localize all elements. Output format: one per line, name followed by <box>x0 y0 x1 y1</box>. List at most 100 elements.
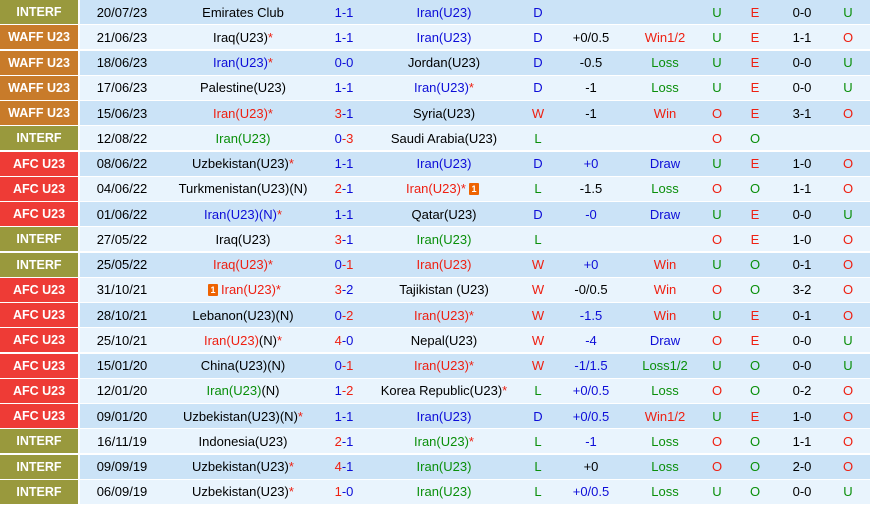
home-team-name[interactable]: Uzbekistan(U23) <box>192 484 289 500</box>
away-team-name[interactable]: * <box>468 358 474 373</box>
away-team: Jordan(U23) <box>366 50 522 75</box>
fulltime-score[interactable]: 4 -0 <box>322 328 366 353</box>
ht-over-under-letter: O <box>826 277 870 302</box>
home-team-name[interactable]: Iran(U23) <box>215 130 271 146</box>
away-team-name[interactable]: Iran(U23) <box>414 358 469 373</box>
over-under-letter-text: O <box>711 433 723 449</box>
away-team-name[interactable]: Iran(U23) <box>416 459 472 474</box>
ht-over-under-letter: O <box>826 429 870 454</box>
away-team-name[interactable]: Jordan(U23) <box>407 55 481 70</box>
home-team-name[interactable]: Iran(U23) <box>213 55 268 70</box>
away-team-name[interactable]: Saudi Arabia(U23) <box>390 130 498 146</box>
home-team-name[interactable]: Iran(U23) <box>206 383 262 399</box>
home-team-name[interactable]: (N) <box>261 383 280 399</box>
home-team-name[interactable]: * <box>267 257 273 272</box>
away-team-name[interactable]: * <box>468 433 474 449</box>
home-team-name[interactable]: * <box>267 55 273 70</box>
home-team-name[interactable]: * <box>288 484 294 500</box>
competition-label: AFC U23 <box>12 358 66 373</box>
away-team-name[interactable]: * <box>468 80 474 96</box>
handicap-value: -1 <box>554 429 628 454</box>
fulltime-score-part: 0 <box>334 55 342 70</box>
fulltime-score[interactable]: 1 -1 <box>322 202 366 226</box>
fulltime-score[interactable]: 0 -1 <box>322 252 366 277</box>
fulltime-score[interactable]: 4 -1 <box>322 454 366 479</box>
fulltime-score[interactable]: 1 -2 <box>322 378 366 403</box>
away-team-name[interactable]: Iran(U23) <box>416 257 472 272</box>
home-team-name[interactable]: China(U23)(N) <box>200 358 286 373</box>
fulltime-score[interactable]: 1 -1 <box>322 404 366 428</box>
fulltime-score[interactable]: 1 -0 <box>322 479 366 504</box>
odd-even-letter-text: O <box>749 282 761 298</box>
fulltime-score[interactable]: 1 -1 <box>322 75 366 100</box>
home-team-name[interactable]: Iran(U23) <box>203 332 259 348</box>
home-team-name[interactable]: * <box>275 282 281 298</box>
match-date-text: 09/01/20 <box>96 408 148 424</box>
home-team-name[interactable]: * <box>288 459 294 474</box>
home-team-name[interactable]: Uzbekistan(U23) <box>192 156 289 171</box>
away-team: Iran(U23) <box>366 151 522 176</box>
home-team-name[interactable]: Uzbekistan(U23)(N) <box>183 408 298 424</box>
home-team-name[interactable]: Iran(U23) <box>221 282 276 298</box>
away-team-name[interactable]: Iran(U23) <box>416 156 472 171</box>
match-row: AFC U23 08/06/22 Uzbekistan(U23) * 1 -1 Iran(U… <box>0 151 870 176</box>
home-team-name[interactable]: Iran(U23)(N) <box>203 206 277 222</box>
away-team-name[interactable]: Iran(U23) <box>414 80 469 96</box>
away-team-name[interactable]: Iran(U23) <box>416 231 472 247</box>
home-team-name[interactable]: Iraq(U23) <box>213 29 268 45</box>
away-team-name[interactable]: * <box>468 307 474 323</box>
match-row: WAFF U23 15/06/23 Iran(U23) * 3 -1 Syria(U23) W… <box>0 101 870 125</box>
home-team-name[interactable]: * <box>288 156 294 171</box>
away-team-name[interactable]: Iran(U23) <box>416 408 472 424</box>
away-team-name[interactable]: Iran(U23) <box>414 307 469 323</box>
fulltime-score[interactable]: 0 -2 <box>322 303 366 327</box>
away-team-name[interactable]: Iran(U23) <box>406 181 461 197</box>
fulltime-score[interactable]: 0 -0 <box>322 50 366 75</box>
away-team-name[interactable]: Iran(U23) <box>416 4 472 20</box>
home-team-name[interactable]: Turkmenistan(U23)(N) <box>178 181 308 197</box>
home-team-name[interactable]: * <box>276 206 283 222</box>
fulltime-score[interactable]: 2 -1 <box>322 176 366 201</box>
away-team-name[interactable]: Korea Republic(U23) <box>380 383 503 399</box>
handicap-value-text: +0/0.5 <box>572 408 610 424</box>
fulltime-score-part: -2 <box>341 307 354 323</box>
fulltime-score[interactable]: 3 -2 <box>322 277 366 302</box>
home-team-name[interactable]: Emirates Club <box>202 4 284 20</box>
away-team-name[interactable]: Nepal(U23) <box>410 332 478 348</box>
away-team-name[interactable]: * <box>502 383 508 399</box>
away-team-name[interactable]: Iran(U23) <box>416 484 472 500</box>
fulltime-score[interactable]: 1 -1 <box>322 25 366 50</box>
home-team-name[interactable]: Palestine(U23) <box>200 80 286 96</box>
handicap-result-text: Loss <box>651 383 679 399</box>
away-team-name[interactable]: Iran(U23) <box>416 29 472 45</box>
home-team-name[interactable]: Lebanon(U23)(N) <box>192 307 294 323</box>
fulltime-score[interactable]: 2 -1 <box>322 429 366 454</box>
away-team-name[interactable]: Tajikistan (U23) <box>399 282 489 298</box>
home-team-name[interactable]: * <box>267 29 273 45</box>
over-under-letter-text: O <box>711 459 723 474</box>
home-team-name[interactable]: * <box>267 105 273 121</box>
fulltime-score[interactable]: 3 -1 <box>322 227 366 252</box>
home-team-name[interactable]: Iraq(U23) <box>215 231 271 247</box>
halftime-score-text: 0-0 <box>792 358 812 373</box>
fulltime-score[interactable]: 1 -1 <box>322 151 366 176</box>
handicap-result-text: Win <box>653 257 677 272</box>
handicap-result-text: Draw <box>649 206 681 222</box>
home-team-name[interactable]: Iraq(U23) <box>213 257 268 272</box>
fulltime-score[interactable]: 0 -3 <box>322 126 366 151</box>
home-team-name[interactable]: Iran(U23) <box>213 105 268 121</box>
home-team-name[interactable]: * <box>276 332 283 348</box>
fulltime-score[interactable]: 1 -1 <box>322 0 366 24</box>
handicap-result-text: Loss <box>651 484 679 500</box>
home-team-name[interactable]: Indonesia(U23) <box>198 433 288 449</box>
home-team-name[interactable]: * <box>297 408 303 424</box>
result-letter: D <box>522 202 554 226</box>
home-team-name[interactable]: Uzbekistan(U23) <box>192 459 289 474</box>
away-team-name[interactable]: Iran(U23) <box>414 433 469 449</box>
away-team-name[interactable]: Qatar(U23) <box>411 206 477 222</box>
away-team-name[interactable]: * <box>460 181 466 197</box>
fulltime-score[interactable]: 0 -1 <box>322 353 366 378</box>
fulltime-score[interactable]: 3 -1 <box>322 101 366 125</box>
away-team-name[interactable]: Syria(U23) <box>412 105 476 121</box>
home-team-name[interactable]: (N) <box>258 332 277 348</box>
